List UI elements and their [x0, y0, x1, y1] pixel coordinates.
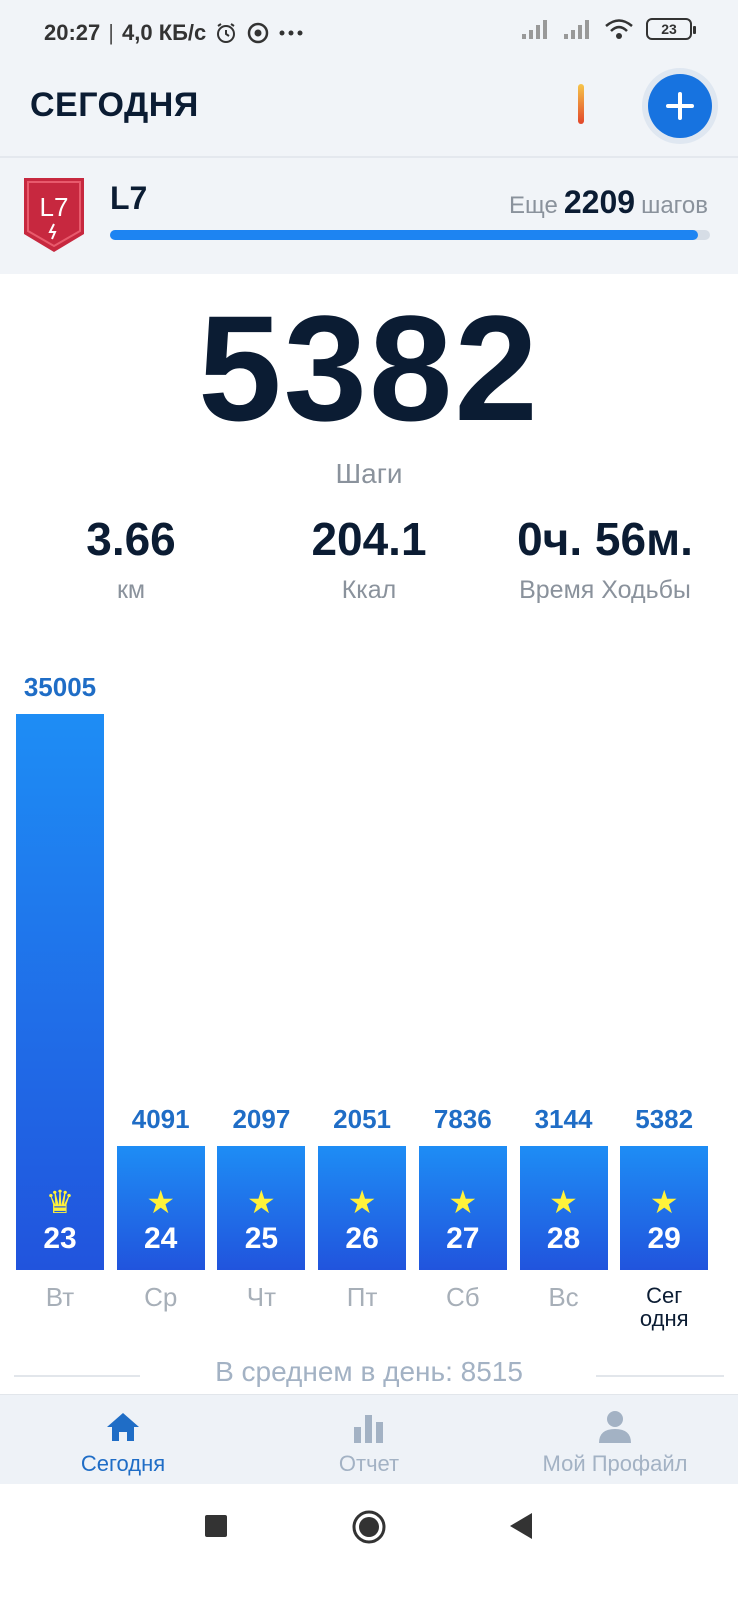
status-network-speed: 4,0 КБ/с: [122, 20, 207, 45]
divider: [14, 1375, 140, 1377]
bottom-nav: Сегодня Отчет Мой Профайл: [0, 1394, 738, 1484]
remaining-steps: Еще 2209 шагов: [509, 184, 708, 221]
chart-day-label: Сб: [445, 1282, 480, 1312]
stat-walk-time-value: 0ч. 56м.: [517, 513, 693, 565]
recents-square-icon[interactable]: [202, 1512, 230, 1540]
daily-average-row: В среднем в день: 8515: [0, 1356, 738, 1396]
steps-count: 5382: [198, 284, 540, 452]
star-icon: ★: [347, 1184, 377, 1220]
back-triangle-icon[interactable]: [506, 1510, 536, 1542]
crown-icon: ♛: [45, 1184, 75, 1220]
plus-icon: [666, 92, 694, 120]
bar-chart-icon: [354, 1415, 383, 1443]
add-button[interactable]: [648, 74, 712, 138]
chart-bar-date: 27: [446, 1222, 480, 1255]
level-progress-row[interactable]: L7 L7 Еще 2209 шагов: [0, 156, 738, 274]
steps-label: Шаги: [335, 458, 403, 489]
stat-distance-value: 3.66: [86, 513, 176, 565]
signal-icon: [522, 20, 547, 39]
chart-bar-date: 25: [244, 1222, 279, 1255]
chart-bar[interactable]: [620, 1146, 709, 1270]
tab-today[interactable]: Сегодня: [0, 1395, 246, 1485]
battery-icon: 23: [646, 18, 696, 40]
chart-day-label: Сег одня: [639, 1283, 689, 1332]
chart-bar[interactable]: [217, 1146, 306, 1270]
daily-average: В среднем в день: 8515: [215, 1356, 523, 1387]
level-progress-bar: [110, 230, 710, 240]
chart-bar-value: 3144: [534, 1104, 593, 1134]
level-badge-text: L7: [40, 192, 69, 222]
chart-day-label: Вт: [45, 1282, 75, 1312]
chart-bar-date: 26: [345, 1222, 379, 1255]
star-icon: ★: [649, 1184, 679, 1220]
person-icon: [599, 1411, 631, 1443]
app-header: СЕГОДНЯ: [0, 64, 738, 156]
status-separator: |: [108, 20, 114, 45]
chart-bar-date: 23: [43, 1222, 77, 1255]
more-icon: [279, 30, 303, 36]
chart-bar[interactable]: [318, 1146, 407, 1270]
stat-distance-label: км: [116, 576, 146, 604]
chart-bar-value: 2097: [232, 1104, 291, 1134]
level-badge-icon: L7: [24, 178, 84, 252]
status-icons: 23: [520, 18, 696, 40]
star-icon: ★: [448, 1184, 478, 1220]
divider: [596, 1375, 724, 1377]
tab-report[interactable]: Отчет: [246, 1395, 492, 1485]
stat-walk-time-label: Время Ходьбы: [519, 576, 691, 604]
chart-day-label: Ср: [144, 1282, 178, 1312]
level-name: L7: [110, 180, 148, 216]
stat-calories-value: 204.1: [311, 513, 427, 565]
stat-walk-time: 0ч. 56м. Время Ходьбы: [482, 512, 728, 605]
remaining-prefix: Еще: [509, 192, 558, 219]
wifi-icon: [605, 19, 633, 39]
status-time: 20:27: [44, 20, 101, 45]
alarm-icon: [217, 23, 236, 43]
remaining-suffix: шагов: [641, 192, 708, 219]
chrome-icon: [248, 22, 269, 44]
thermometer-icon: [578, 84, 584, 124]
system-navigation-bar: [0, 1484, 738, 1599]
tab-profile[interactable]: Мой Профайл: [492, 1395, 738, 1485]
chart-bar[interactable]: [116, 1146, 205, 1270]
stat-calories-label: Ккал: [341, 576, 397, 604]
level-progress-fill: [110, 230, 698, 240]
chart-bar-date: 24: [144, 1222, 178, 1255]
weekly-steps-chart: 35005 ♛ 23 Вт 4091 ★ 24 Ср 2097 ★ 25 Чт 2051 ★ 26 Пт 783…: [0, 660, 738, 1340]
page-title: СЕГОДНЯ: [30, 86, 199, 124]
chart-bar[interactable]: [418, 1145, 507, 1270]
chart-bar[interactable]: [16, 714, 104, 1270]
chart-bar-value: 7836: [433, 1103, 492, 1134]
chart-bar-value: 4091: [131, 1104, 190, 1134]
chart-day-label: Чт: [246, 1282, 277, 1312]
chart-bar[interactable]: [519, 1146, 608, 1270]
tab-today-label: Сегодня: [80, 1451, 166, 1476]
status-bar: 20:27 | 4,0 КБ/с 23: [0, 0, 738, 64]
chart-day-label: Вс: [548, 1282, 579, 1312]
tab-profile-label: Мой Профайл: [542, 1451, 688, 1476]
chart-bar-date: 29: [647, 1222, 681, 1255]
chart-bar-value: 2051: [333, 1104, 392, 1134]
chart-day-label: Пт: [346, 1282, 378, 1312]
home-circle-icon[interactable]: [350, 1508, 388, 1546]
chart-bar-date: 28: [546, 1222, 581, 1255]
star-icon: ★: [146, 1184, 176, 1220]
signal-icon: [564, 20, 589, 39]
stat-calories: 204.1 Ккал: [246, 512, 492, 605]
tab-report-label: Отчет: [338, 1451, 400, 1476]
stat-distance: 3.66 км: [8, 512, 254, 605]
chart-bar-value: 5382: [635, 1104, 694, 1134]
star-icon: ★: [549, 1184, 578, 1220]
home-icon: [107, 1413, 139, 1441]
remaining-steps-value: 2209: [563, 184, 636, 220]
status-left: 20:27 | 4,0 КБ/с: [44, 20, 304, 46]
star-icon: ★: [247, 1184, 276, 1220]
chart-bar-value: 35005: [23, 672, 97, 702]
